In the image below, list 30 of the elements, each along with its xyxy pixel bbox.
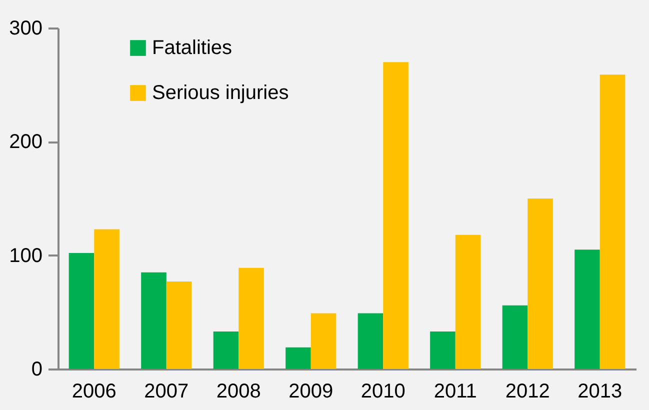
x-tick-label: 2010 [360, 380, 406, 402]
bar [600, 74, 626, 369]
legend-label: Fatalities [152, 37, 232, 59]
y-tick-label: 200 [9, 131, 42, 154]
x-tick-label: 2006 [72, 380, 116, 402]
x-tick-label: 2007 [144, 380, 189, 402]
x-tick-label: 2013 [578, 380, 622, 402]
y-tick-label: 300 [9, 18, 42, 40]
bar [286, 347, 311, 369]
bar [166, 281, 192, 369]
x-tick-label: 2011 [434, 380, 477, 402]
bar [383, 62, 408, 369]
bar [310, 313, 336, 369]
x-tick-label: 2012 [505, 380, 550, 402]
y-tick-label: 0 [31, 358, 42, 380]
bar [213, 331, 239, 369]
y-tick-label: 100 [9, 244, 42, 267]
legend-label: Serious injuries [152, 82, 289, 104]
bar [455, 234, 481, 369]
x-tick-label: 2009 [288, 380, 334, 402]
bar [141, 272, 166, 369]
bar [94, 229, 120, 369]
bar [502, 305, 528, 369]
bar [68, 253, 94, 369]
bar [528, 198, 553, 369]
bar [430, 331, 456, 369]
bar [574, 250, 600, 369]
x-tick-label: 2008 [216, 380, 261, 402]
bar [238, 268, 264, 369]
bar [358, 313, 384, 369]
